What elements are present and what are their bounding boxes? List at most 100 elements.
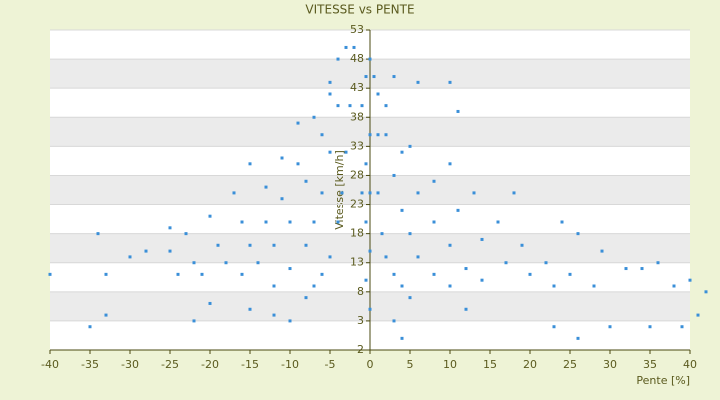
x-tick-label: 0 (367, 358, 374, 371)
x-tick-label: 35 (643, 358, 657, 371)
point (48, 272, 52, 276)
x-tick-label: -20 (201, 358, 219, 371)
point (192, 319, 196, 323)
point (364, 162, 368, 166)
point (264, 185, 268, 189)
point (96, 232, 100, 236)
point (304, 296, 308, 300)
point (216, 243, 220, 247)
point (272, 243, 276, 247)
x-tick-label: 5 (407, 358, 414, 371)
y-tick-label: 28 (350, 168, 364, 181)
point (416, 80, 420, 84)
point (128, 255, 132, 259)
point (704, 290, 708, 294)
point (400, 284, 404, 288)
point (372, 75, 376, 79)
y-tick-label: 8 (357, 285, 364, 298)
point (240, 272, 244, 276)
point (312, 220, 316, 224)
point (552, 325, 556, 329)
point (384, 104, 388, 108)
x-tick-label: -15 (241, 358, 259, 371)
point (208, 301, 212, 305)
point (408, 144, 412, 148)
point (344, 45, 348, 49)
point (560, 220, 564, 224)
point (168, 249, 172, 253)
point (448, 284, 452, 288)
point (224, 261, 228, 265)
point (304, 243, 308, 247)
point (192, 261, 196, 265)
y-axis-title: Vitesse [km/h] (333, 150, 346, 230)
point (364, 220, 368, 224)
point (256, 261, 260, 265)
point (416, 255, 420, 259)
point (384, 255, 388, 259)
point (336, 104, 340, 108)
x-tick-label: 40 (683, 358, 697, 371)
point (504, 261, 508, 265)
point (528, 272, 532, 276)
point (232, 191, 236, 195)
point (176, 272, 180, 276)
point (344, 150, 348, 154)
point (608, 325, 612, 329)
y-tick-label: 13 (350, 256, 364, 269)
point (432, 179, 436, 183)
x-tick-label: -10 (281, 358, 299, 371)
point (352, 45, 356, 49)
point (696, 313, 700, 317)
point (376, 133, 380, 137)
point (320, 272, 324, 276)
point (672, 284, 676, 288)
x-tick-label: -30 (121, 358, 139, 371)
point (480, 278, 484, 282)
point (144, 249, 148, 253)
point (456, 208, 460, 212)
point (520, 243, 524, 247)
point (240, 220, 244, 224)
point (288, 220, 292, 224)
point (296, 121, 300, 125)
point (336, 57, 340, 61)
point (392, 319, 396, 323)
y-tick-label: 23 (350, 198, 364, 211)
x-tick-label: -25 (161, 358, 179, 371)
point (340, 191, 344, 195)
point (376, 191, 380, 195)
point (600, 249, 604, 253)
point (576, 232, 580, 236)
point (360, 104, 364, 108)
point (392, 173, 396, 177)
point (648, 325, 652, 329)
x-axis-title: Pente [%] (636, 374, 690, 387)
point (592, 284, 596, 288)
point (328, 255, 332, 259)
point (368, 307, 372, 311)
point (432, 272, 436, 276)
point (364, 278, 368, 282)
point (280, 197, 284, 201)
point (680, 325, 684, 329)
point (296, 162, 300, 166)
point (248, 307, 252, 311)
point (512, 191, 516, 195)
point (368, 249, 372, 253)
point (88, 325, 92, 329)
point (320, 191, 324, 195)
point (640, 267, 644, 271)
x-tick-label: -5 (325, 358, 336, 371)
point (408, 232, 412, 236)
point (456, 109, 460, 113)
point (480, 237, 484, 241)
y-tick-label: 48 (350, 52, 364, 65)
x-tick-label: 20 (523, 358, 537, 371)
point (288, 319, 292, 323)
point (448, 243, 452, 247)
point (472, 191, 476, 195)
point (360, 191, 364, 195)
point (328, 92, 332, 96)
